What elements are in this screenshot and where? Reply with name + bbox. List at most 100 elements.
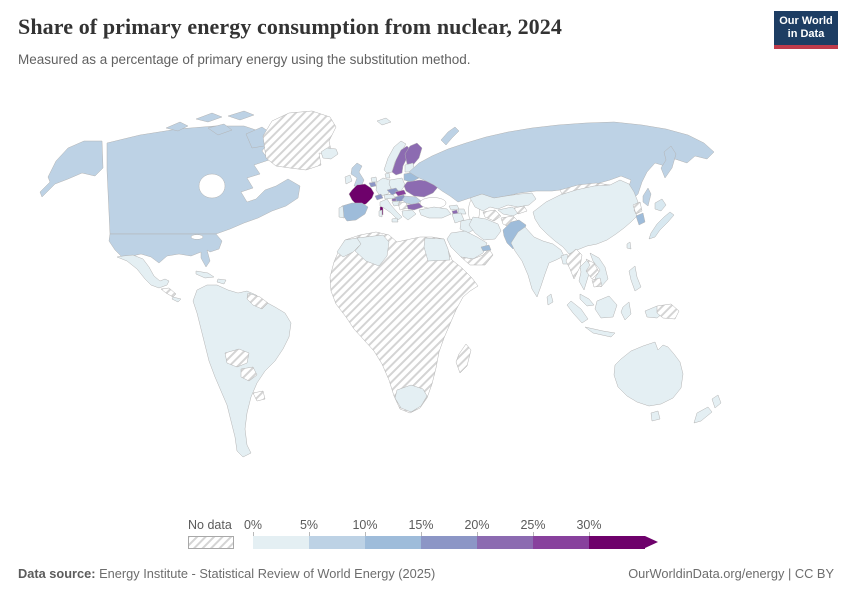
country-portugal[interactable] [338,205,345,219]
legend-tickmark [309,532,310,536]
legend-no-data-label: No data [188,518,232,532]
country-south-korea[interactable] [635,212,646,226]
country-malaysia[interactable] [579,293,595,307]
country-bulgaria[interactable] [406,202,424,211]
country-south-africa[interactable] [394,384,428,413]
country-denmark[interactable] [384,172,391,179]
country-china[interactable] [532,179,639,255]
legend-no-data-swatch[interactable] [188,536,234,549]
country-australia[interactable] [613,341,684,407]
country-kazakhstan[interactable] [469,192,537,212]
country-russia-novaya-zemlya[interactable] [440,126,460,146]
country-india[interactable] [510,226,565,298]
country-slovenia[interactable] [391,197,397,202]
country-azerbaijan[interactable] [457,208,467,215]
country-turkmenistan[interactable] [482,209,502,222]
country-taiwan[interactable] [626,241,632,250]
country-usa[interactable] [108,233,223,268]
country-kyrgyzstan[interactable] [513,205,528,215]
country-netherlands[interactable] [370,176,378,183]
country-sri-lanka[interactable] [546,293,554,306]
legend-tick-30: 30% [576,518,602,532]
great-lakes [190,234,204,240]
legend-swatch-30-plus[interactable] [589,536,645,549]
country-canada-arctic-4[interactable] [207,123,233,136]
country-uruguay[interactable] [252,390,266,402]
country-cambodia[interactable] [591,277,603,288]
country-saudi-arabia[interactable] [446,230,488,260]
country-myanmar[interactable] [565,248,583,280]
country-canada-arctic-1[interactable] [165,121,189,132]
country-hispaniola[interactable] [216,278,227,285]
country-finland[interactable] [404,142,423,166]
country-japan-hokkaido[interactable] [654,198,667,212]
country-indonesia-sumatra[interactable] [566,300,589,324]
owid-logo[interactable]: Our World in Data [774,11,838,49]
legend-swatch-10-15[interactable] [365,536,421,549]
page-title: Share of primary energy consumption from… [18,14,562,39]
country-indonesia-java[interactable] [584,326,616,338]
hudson-bay [198,173,226,199]
country-svalbard[interactable] [376,117,392,126]
country-canada-arctic-3[interactable] [227,110,255,121]
legend-swatch-25-30[interactable] [533,536,589,549]
country-iceland[interactable] [320,147,339,160]
country-switzerland[interactable] [374,193,384,201]
country-uzbekistan[interactable] [497,206,521,217]
country-laos[interactable] [585,258,600,280]
country-new-zealand-north[interactable] [711,394,722,409]
legend-swatch-0-5[interactable] [253,536,309,549]
country-georgia[interactable] [448,204,460,211]
country-france[interactable] [348,183,375,207]
country-alaska[interactable] [39,140,104,198]
country-indonesia-sulawesi[interactable] [620,301,632,321]
country-belgium[interactable] [368,181,377,188]
country-italy[interactable] [379,198,403,221]
country-norway[interactable] [383,140,407,174]
country-indonesia-borneo[interactable] [594,295,618,319]
legend-tickmark [533,532,534,536]
country-new-zealand-south[interactable] [693,406,713,424]
country-sicily[interactable] [391,217,399,223]
country-egypt[interactable] [423,237,451,262]
country-madagascar[interactable] [455,343,472,374]
country-mexico[interactable] [116,254,170,289]
country-paraguay[interactable] [240,366,258,382]
country-canada-arctic-2[interactable] [195,112,223,123]
country-philippines[interactable] [628,265,642,292]
country-vietnam[interactable] [589,252,609,288]
country-central-america[interactable] [160,287,177,298]
country-north-korea[interactable] [632,201,643,215]
country-uae[interactable] [480,244,492,252]
country-greenland[interactable] [262,110,337,171]
country-bolivia[interactable] [224,348,250,368]
country-algeria[interactable] [354,234,390,267]
country-yemen-oman[interactable] [460,248,494,266]
country-spain[interactable] [339,202,369,222]
data-source-text: Data source: Energy Institute - Statisti… [18,566,435,581]
country-germany[interactable] [375,177,392,197]
legend-swatch-15-20[interactable] [421,536,477,549]
legend-tickmark [477,532,478,536]
legend-swatch-20-25[interactable] [477,536,533,549]
region-africa[interactable] [329,231,479,414]
country-slovakia[interactable] [394,189,407,197]
country-ireland[interactable] [344,174,353,185]
country-russia-kamchatka[interactable] [660,145,677,179]
country-papua-new-guinea[interactable] [656,303,680,320]
country-iran[interactable] [468,216,502,241]
country-panama[interactable] [171,296,182,303]
attribution-link[interactable]: OurWorldinData.org/energy | CC BY [628,566,834,581]
country-levant[interactable] [451,212,465,224]
country-guyanas[interactable] [246,292,269,310]
country-cuba[interactable] [195,270,215,279]
country-sardinia[interactable] [378,209,383,218]
country-uk[interactable] [350,162,365,188]
country-turkey[interactable] [418,206,452,219]
country-japan-honshu[interactable] [648,211,675,240]
country-tasmania[interactable] [650,410,661,422]
country-greece[interactable] [401,209,417,221]
legend-swatch-5-10[interactable] [309,536,365,549]
country-austria[interactable] [383,193,396,200]
country-russia-sakhalin[interactable] [642,187,652,207]
